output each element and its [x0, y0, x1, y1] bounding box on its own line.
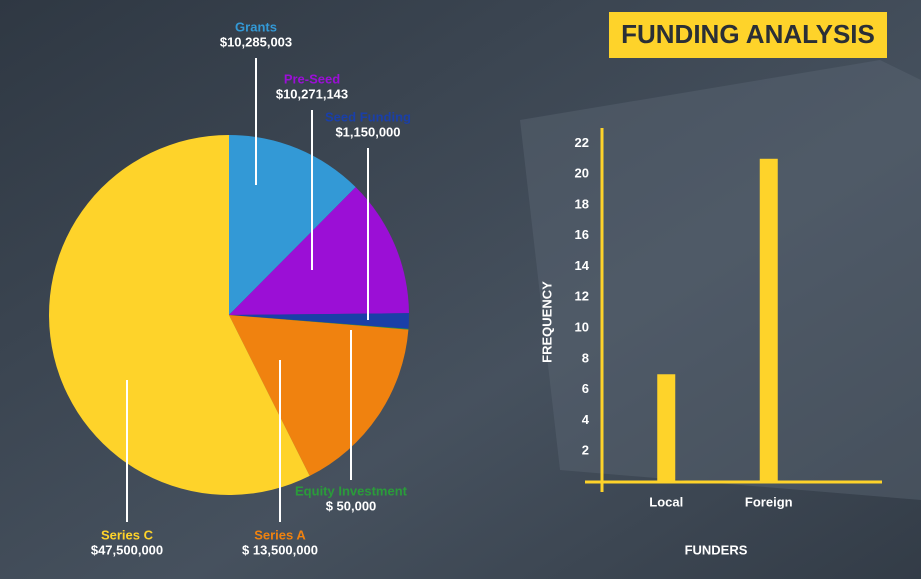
- title-box: [609, 12, 887, 58]
- x-tick-label: Local: [649, 494, 683, 509]
- y-tick-label: 2: [582, 443, 589, 458]
- pie-slice: [229, 135, 356, 315]
- slice-value: $ 13,500,000: [242, 542, 318, 557]
- y-tick-label: 14: [575, 258, 590, 273]
- slice-label: Equity Investment: [295, 483, 408, 498]
- bar: [657, 374, 676, 482]
- laptop-backdrop: [520, 60, 921, 500]
- slice-label: Grants: [235, 19, 277, 34]
- slice-value: $47,500,000: [91, 542, 163, 557]
- y-tick-label: 20: [575, 166, 589, 181]
- y-tick-label: 8: [582, 350, 589, 365]
- y-tick-label: 6: [582, 381, 589, 396]
- pie-slice: [229, 313, 409, 329]
- slice-value: $ 50,000: [326, 498, 377, 513]
- y-tick-label: 12: [575, 289, 589, 304]
- slice-label: Pre-Seed: [284, 71, 340, 86]
- slice-value: $10,285,003: [220, 34, 292, 49]
- x-axis-title: FUNDERS: [685, 542, 748, 557]
- slice-label: Seed Funding: [325, 109, 411, 124]
- pie-slice: [48, 135, 310, 495]
- slice-label: Series C: [101, 527, 154, 542]
- pie-slice: [229, 315, 409, 330]
- y-tick-label: 4: [582, 412, 590, 427]
- slice-value: $1,150,000: [335, 124, 400, 139]
- y-tick-label: 10: [575, 320, 589, 335]
- pie-slice: [229, 315, 409, 476]
- slice-value: $10,271,143: [276, 86, 348, 101]
- pie-slice: [229, 187, 409, 315]
- page-title: FUNDING ANALYSIS: [621, 19, 875, 49]
- slice-label: Series A: [254, 527, 306, 542]
- y-axis-title: FREQUENCY: [539, 281, 554, 363]
- y-tick-label: 16: [575, 227, 589, 242]
- y-tick-label: 18: [575, 196, 589, 211]
- y-tick-label: 22: [575, 135, 589, 150]
- bar: [759, 158, 778, 483]
- x-tick-label: Foreign: [745, 494, 793, 509]
